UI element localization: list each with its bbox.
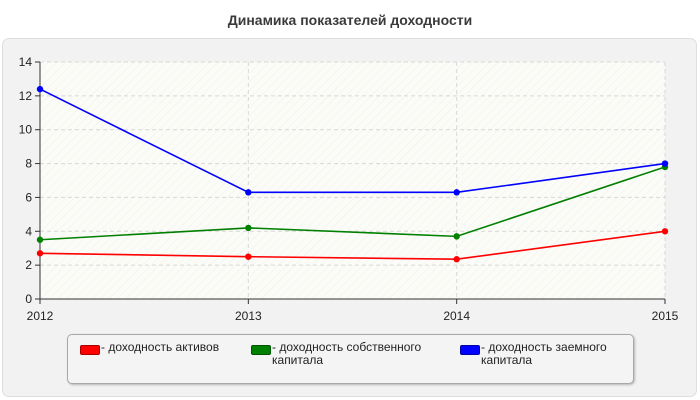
x-tick-label: 2013: [235, 309, 262, 323]
data-point[interactable]: [453, 256, 460, 263]
data-point[interactable]: [245, 224, 252, 232]
data-point[interactable]: [245, 253, 252, 260]
series-line-2: [39, 88, 666, 194]
y-tick-label: 2: [25, 258, 32, 272]
y-tick-label: 8: [25, 157, 32, 171]
data-point[interactable]: [661, 228, 669, 235]
x-tick-label: 2012: [27, 309, 54, 323]
x-tick-label: 2015: [652, 309, 679, 323]
plot-area: [40, 62, 665, 299]
data-point[interactable]: [36, 250, 44, 257]
data-point[interactable]: [453, 233, 460, 240]
legend-swatch-assets: [80, 345, 100, 355]
data-point[interactable]: [245, 189, 252, 196]
data-point[interactable]: [36, 236, 44, 243]
axes: 0 2 4 6 8 10 12 14 2012 2013 2014 2015: [19, 55, 679, 323]
legend-label-debt: - доходность заемного капитала: [481, 340, 607, 367]
y-tick-label: 12: [19, 89, 33, 103]
data-point[interactable]: [453, 189, 460, 196]
y-tick-label: 10: [19, 123, 33, 137]
legend-label-equity: - доходность собственного капитала: [272, 340, 422, 367]
legend-swatch-equity: [251, 345, 271, 355]
series-line-1: [39, 166, 666, 241]
series-group: [36, 85, 669, 263]
series-line-0: [39, 230, 666, 261]
y-tick-label: 14: [19, 55, 33, 69]
y-tick-label: 4: [25, 224, 32, 238]
legend-label-assets: - доходность активов: [101, 340, 220, 354]
chart-title: Динамика показателей доходности: [227, 12, 473, 28]
data-point[interactable]: [661, 160, 669, 167]
y-tick-label: 0: [25, 292, 32, 306]
x-tick-label: 2014: [443, 309, 470, 323]
legend: - доходность активов - доходность собств…: [67, 334, 634, 384]
legend-swatch-debt: [460, 345, 480, 355]
y-tick-label: 6: [25, 190, 32, 204]
data-point[interactable]: [36, 85, 44, 93]
